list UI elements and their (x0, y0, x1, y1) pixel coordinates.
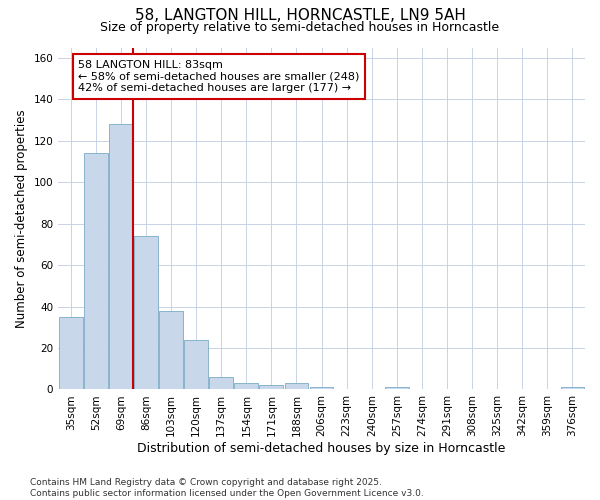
Bar (235, 383, 258, 390)
Bar (310, 388, 334, 390)
Text: 58 LANGTON HILL: 83sqm
← 58% of semi-detached houses are smaller (248)
42% of se: 58 LANGTON HILL: 83sqm ← 58% of semi-det… (78, 60, 359, 93)
X-axis label: Distribution of semi-detached houses by size in Horncastle: Distribution of semi-detached houses by … (137, 442, 506, 455)
Bar (109, 124, 133, 390)
Text: Contains HM Land Registry data © Crown copyright and database right 2025.
Contai: Contains HM Land Registry data © Crown c… (30, 478, 424, 498)
Bar (159, 310, 183, 390)
Bar (84, 153, 108, 390)
Bar (259, 386, 283, 390)
Bar (184, 340, 208, 390)
Text: 58, LANGTON HILL, HORNCASTLE, LN9 5AH: 58, LANGTON HILL, HORNCASTLE, LN9 5AH (134, 8, 466, 22)
Bar (560, 388, 584, 390)
Bar (134, 236, 158, 390)
Bar (59, 317, 83, 390)
Y-axis label: Number of semi-detached properties: Number of semi-detached properties (15, 109, 28, 328)
Bar (209, 377, 233, 390)
Bar (284, 383, 308, 390)
Bar (385, 388, 409, 390)
Text: Size of property relative to semi-detached houses in Horncastle: Size of property relative to semi-detach… (100, 21, 500, 34)
